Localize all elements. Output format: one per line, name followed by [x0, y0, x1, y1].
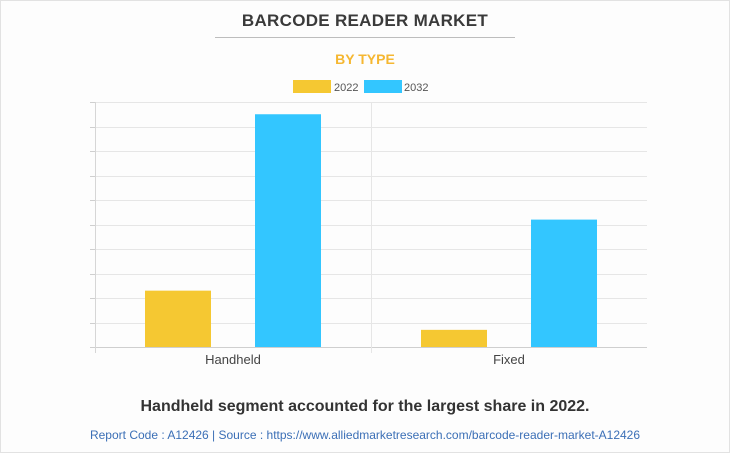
bar-handheld-2022[interactable]	[145, 290, 211, 347]
chart-caption: Handheld segment accounted for the large…	[140, 398, 590, 415]
x-tick-label: Handheld	[205, 352, 261, 367]
bar-fixed-2032[interactable]	[531, 219, 597, 347]
bar-fixed-2022[interactable]	[421, 329, 487, 347]
legend-label-2032[interactable]: 2032	[404, 82, 428, 94]
legend-swatch-2022[interactable]	[293, 80, 331, 93]
bar-handheld-2032[interactable]	[255, 114, 321, 347]
source-line[interactable]: Report Code : A12426 | Source : https://…	[89, 428, 641, 442]
legend-label-2022[interactable]: 2022	[334, 82, 358, 94]
bars	[145, 114, 597, 347]
legend[interactable]: 2022 2032	[293, 80, 428, 94]
x-tick-label: Fixed	[493, 352, 525, 367]
category-labels: Handheld Fixed	[205, 352, 525, 367]
chart-title: BARCODE READER MARKET	[241, 11, 489, 30]
legend-swatch-2032[interactable]	[364, 80, 402, 93]
chart-axes	[90, 102, 372, 353]
chart-subtitle: BY TYPE	[335, 51, 395, 67]
title-divider	[215, 37, 515, 38]
